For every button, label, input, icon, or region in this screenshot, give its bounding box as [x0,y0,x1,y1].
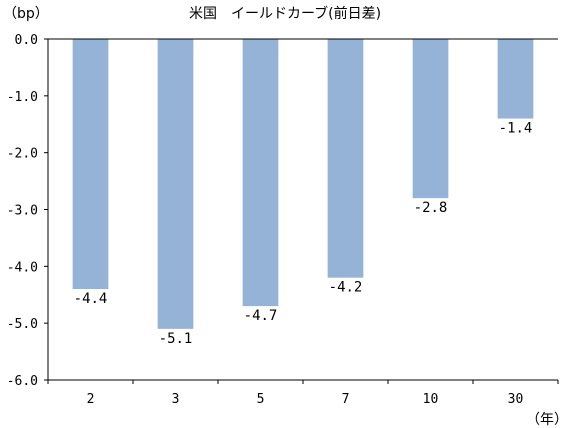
x-tick-labels: 2 3 5 7 10 30 [87,392,524,407]
data-label-7: -4.2 [329,280,363,296]
data-label-30: -1.4 [499,121,533,137]
x-tick-10: 10 [423,392,439,407]
bar-7 [327,39,364,278]
x-axis-unit: （年） [526,412,568,428]
y-tick-labels: 0.0 -1.0 -2.0 -3.0 -4.0 -5.0 -6.0 [7,33,38,389]
bar-30 [497,39,534,119]
y-tick-label: -4.0 [7,260,38,275]
data-label-3: -5.1 [159,331,193,347]
data-label-10: -2.8 [414,200,448,216]
bar-2 [72,39,109,290]
x-tick-30: 30 [508,392,524,407]
y-tick-label: -2.0 [7,147,38,162]
x-tick-3: 3 [172,392,180,407]
axes [44,38,559,384]
y-tick-label: -5.0 [7,317,38,332]
bars [72,39,534,329]
data-label-2: -4.4 [74,291,108,307]
chart-title: 米国 イールドカーブ(前日差) [189,5,381,22]
y-tick-label: -3.0 [7,204,38,219]
bar-10 [412,39,449,199]
x-tick-7: 7 [342,392,350,407]
y-tick-label: -6.0 [7,374,38,389]
bar-3 [157,39,194,329]
y-tick-label: 0.0 [15,33,38,48]
bar-5 [242,39,279,307]
data-labels: -4.4 -5.1 -4.7 -4.2 -2.8 -1.4 [74,121,533,347]
data-label-5: -4.7 [244,308,278,324]
y-axis-unit: （bp） [3,6,49,22]
x-tick-5: 5 [257,392,265,407]
x-tick-2: 2 [87,392,95,407]
y-tick-label: -1.0 [7,90,38,105]
